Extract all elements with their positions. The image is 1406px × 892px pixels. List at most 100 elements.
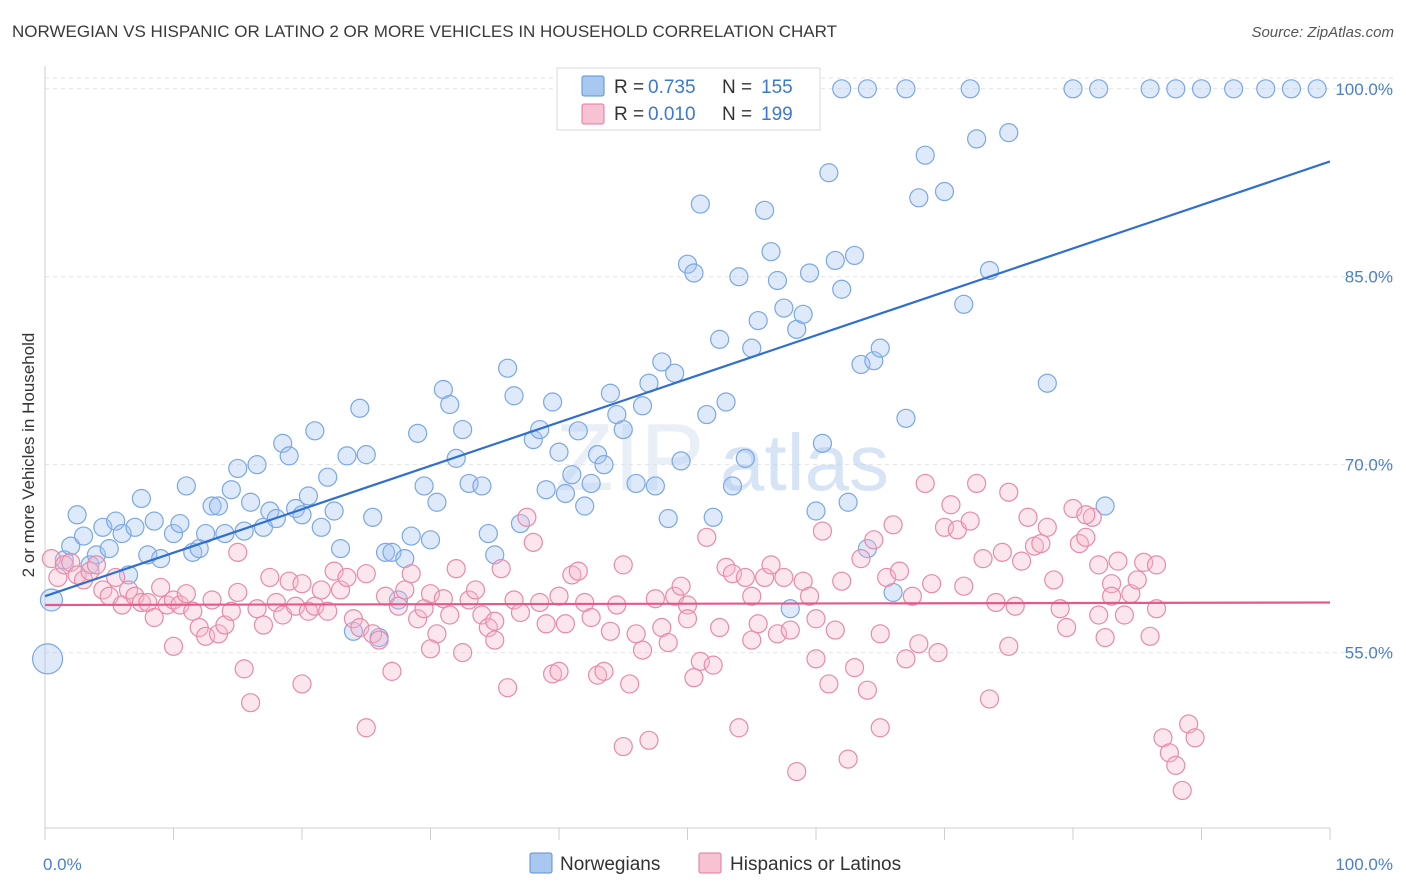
point-norwegians-105: [748, 310, 768, 331]
point-norwegians-103: [735, 448, 755, 468]
point-hispanics-174: [1159, 743, 1179, 763]
x-tick-label-0: 0.0%: [43, 855, 82, 874]
point-hispanics-69: [485, 630, 505, 650]
point-hispanics-123: [832, 571, 852, 591]
point-norwegians-85: [613, 419, 633, 440]
point-norwegians-79: [575, 496, 595, 516]
point-hispanics-16: [144, 607, 164, 628]
point-hispanics-181: [485, 611, 505, 631]
point-hispanics-25: [202, 590, 222, 610]
point-norwegians-9: [99, 539, 119, 559]
point-hispanics-132: [889, 561, 910, 581]
point-norwegians-81: [587, 445, 608, 465]
point-norwegians-44: [330, 539, 351, 559]
point-hispanics-184: [870, 718, 890, 738]
point-hispanics-4: [67, 565, 87, 585]
point-hispanics-146: [979, 689, 1000, 709]
y-tick-label-2: 85.0%: [1345, 268, 1393, 287]
point-norwegians-17: [151, 549, 171, 569]
point-norwegians-147: [960, 79, 980, 99]
watermark-atlas: atlas: [720, 418, 889, 507]
point-hispanics-175: [1166, 755, 1186, 775]
point-norwegians-142: [1281, 79, 1302, 99]
legend-swatch-hispanics: [581, 103, 605, 125]
point-norwegians-48: [356, 445, 376, 465]
point-hispanics-30: [234, 659, 254, 679]
point-hispanics-193: [420, 639, 441, 659]
point-hispanics-109: [742, 630, 762, 650]
bottom-legend-swatch-hispanics: [698, 852, 722, 874]
point-norwegians-101: [722, 476, 743, 496]
point-norwegians-66: [478, 523, 498, 544]
point-hispanics-84: [581, 607, 601, 628]
series-hispanics: [41, 473, 1205, 801]
point-norwegians-83: [600, 383, 621, 403]
point-norwegians-124: [870, 338, 890, 358]
point-norwegians-42: [318, 467, 338, 487]
point-hispanics-137: [922, 574, 942, 594]
legend-n-label-1: N =: [722, 104, 752, 125]
point-norwegians-113: [799, 263, 820, 283]
bottom-legend: Norwegians Hispanics or Latinos: [529, 852, 901, 875]
point-norwegians-69: [504, 386, 524, 406]
point-norwegians-18: [163, 523, 184, 544]
point-norwegians-95: [684, 263, 704, 283]
point-norwegians-121: [851, 354, 871, 375]
point-norwegians-19: [170, 513, 190, 534]
point-hispanics-82: [568, 561, 588, 581]
point-hispanics-167: [1114, 605, 1135, 625]
point-hispanics-150: [1005, 596, 1025, 616]
chart-title: NORWEGIAN VS HISPANIC OR LATINO 2 OR MOR…: [12, 22, 837, 41]
point-norwegians-16: [144, 511, 164, 531]
point-hispanics-100: [684, 668, 704, 688]
point-hispanics-163: [1089, 555, 1109, 575]
point-norwegians-90: [652, 352, 672, 372]
point-norwegians-28: [228, 458, 248, 479]
point-hispanics-143: [960, 511, 980, 531]
y-tick-labels: 55.0% 70.0% 85.0% 100.0%: [1335, 80, 1393, 663]
point-norwegians-136: [1095, 496, 1115, 516]
point-hispanics-41: [305, 596, 325, 616]
point-norwegians-80: [581, 473, 601, 494]
point-hispanics-46: [337, 567, 357, 588]
point-hispanics-111: [754, 567, 775, 588]
axes: [44, 66, 1331, 840]
point-hispanics-140: [941, 495, 961, 515]
point-hispanics-155: [1037, 517, 1057, 537]
point-norwegians-24: [202, 496, 222, 516]
point-hispanics-142: [954, 576, 974, 596]
point-norwegians-91: [658, 508, 678, 529]
point-hispanics-93: [639, 730, 659, 750]
point-norwegians-131: [967, 129, 987, 149]
point-hispanics-187: [1101, 586, 1122, 606]
point-hispanics-39: [292, 674, 312, 694]
point-hispanics-166: [1108, 551, 1128, 571]
point-hispanics-186: [1076, 505, 1096, 525]
point-norwegians-68: [498, 358, 518, 378]
point-norwegians-108: [767, 270, 788, 291]
point-norwegians-120: [844, 245, 865, 266]
point-norwegians-144: [832, 79, 852, 99]
point-norwegians-141: [1256, 79, 1276, 99]
point-hispanics-74: [517, 507, 537, 527]
point-norwegians-35: [273, 433, 293, 453]
point-hispanics-75: [523, 532, 543, 552]
point-norwegians-89: [645, 476, 665, 496]
point-norwegians-82: [594, 455, 614, 475]
point-hispanics-57: [408, 609, 428, 629]
legend-r-label-1: R =: [614, 104, 644, 125]
point-hispanics-122: [825, 620, 845, 640]
point-hispanics-59: [420, 584, 441, 604]
x-tick-label-1: 100.0%: [1335, 855, 1393, 874]
point-norwegians-75: [549, 442, 569, 462]
point-norwegians-47: [350, 398, 370, 418]
point-norwegians-148: [1089, 79, 1109, 99]
point-hispanics-107: [729, 718, 749, 738]
point-hispanics-134: [902, 586, 922, 606]
point-norwegians-63: [453, 419, 473, 440]
point-hispanics-192: [549, 586, 569, 606]
point-hispanics-154: [1031, 533, 1051, 554]
point-hispanics-1: [48, 567, 68, 588]
point-norwegians-56: [408, 423, 428, 443]
